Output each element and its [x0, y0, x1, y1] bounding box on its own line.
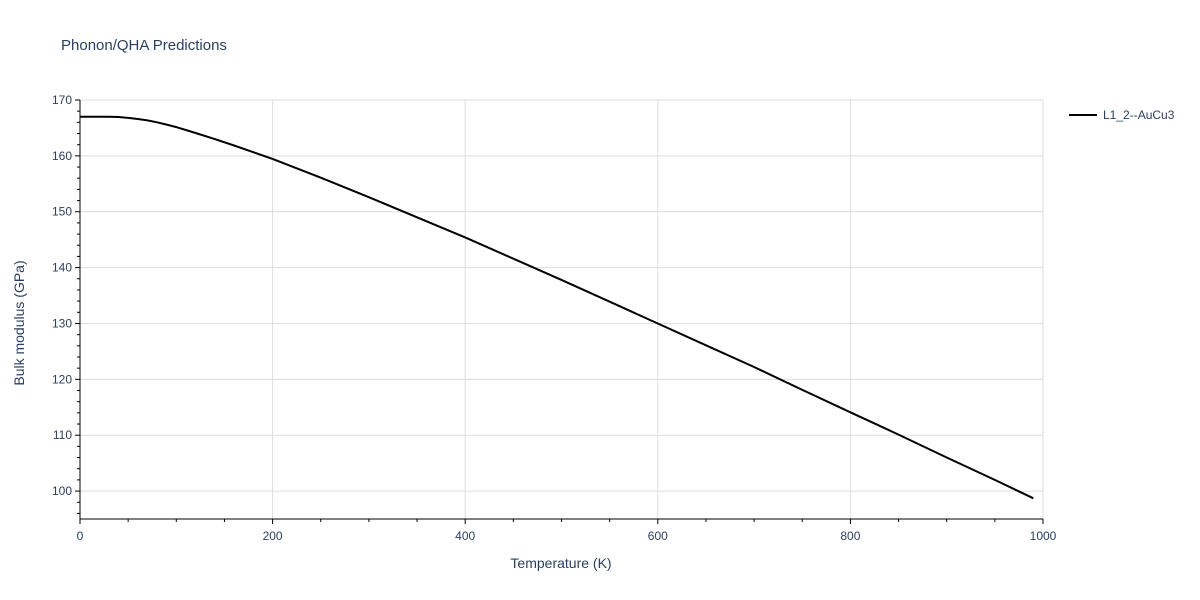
x-tick-label: 0 — [77, 529, 84, 543]
series-line — [80, 115, 1034, 500]
y-tick-label: 150 — [52, 205, 72, 219]
x-tick-label: 200 — [263, 529, 283, 543]
y-tick-label: 170 — [52, 93, 72, 107]
y-tick-label: 160 — [52, 149, 72, 163]
x-tick-label: 600 — [648, 529, 668, 543]
axes: 0 200 400 600 800 1000 100 110 120 130 140 150 160 17… — [52, 93, 1057, 543]
x-tick-label: 1000 — [1030, 529, 1057, 543]
y-tick-label: 140 — [52, 261, 72, 275]
x-axis-title: Temperature (K) — [510, 555, 611, 571]
y-tick-label: 100 — [52, 484, 72, 498]
y-tick-label: 130 — [52, 316, 72, 330]
y-tick-label: 120 — [52, 372, 72, 386]
y-axis-title: Bulk modulus (GPa) — [11, 260, 27, 385]
series-layer — [80, 115, 1034, 500]
legend-label: L1_2--AuCu3 — [1103, 108, 1175, 122]
y-tick-label: 110 — [53, 428, 72, 442]
x-tick-label: 800 — [840, 529, 860, 543]
grid — [80, 99, 1044, 519]
x-tick-label: 400 — [455, 529, 475, 543]
legend[interactable]: L1_2--AuCu3 — [1069, 108, 1175, 122]
chart-title: Phonon/QHA Predictions — [61, 37, 227, 54]
